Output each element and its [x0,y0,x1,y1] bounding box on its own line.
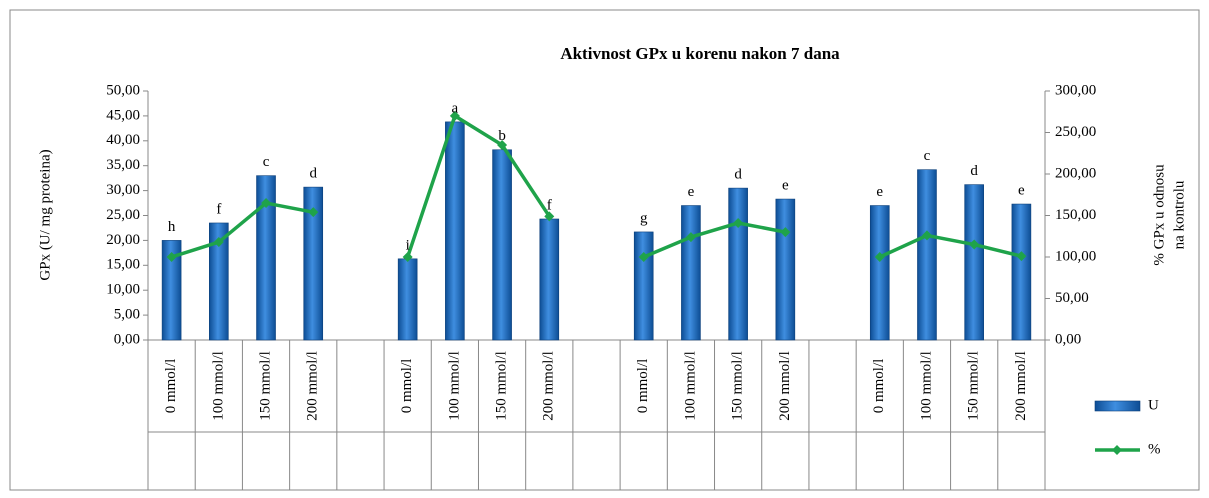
marker [685,232,696,243]
y-axis-title: GPx (U/ mg proteina) [37,149,53,280]
bar [917,169,937,341]
y-tick-label: 5,00 [114,307,140,323]
line [171,114,1022,259]
y-tick-label: 0,00 [114,331,140,347]
bar [303,186,324,341]
y-tick-label: 10,00 [106,282,140,298]
x-tick-label: 200 mmol/l [305,351,321,421]
annotation: a [452,100,459,116]
y-tick-label: 15,00 [106,257,140,273]
y2-axis-title: % GPx u odnosu [1151,164,1167,266]
annotation: b [498,128,506,144]
y2-tick-label: 50,00 [1055,290,1089,306]
legend-label: % [1148,441,1161,457]
x-tick-label: 150 mmol/l [966,351,982,421]
annotation: f [216,201,221,217]
bar [492,149,512,341]
x-tick-label: 150 mmol/l [257,351,273,421]
annotation: c [263,154,270,170]
marker [733,217,744,228]
marker [638,252,649,262]
x-tick-label: 100 mmol/l [918,351,934,421]
annotation: e [688,184,695,200]
marker [780,227,791,238]
x-tick-label: 150 mmol/l [730,351,746,421]
marker [969,239,980,250]
legend-label: U [1148,397,1159,413]
chart-title: Aktivnost GPx u korenu nakon 7 dana [560,44,840,63]
bar [1011,203,1032,341]
y-tick-label: 20,00 [106,232,140,248]
x-tick-label: 0 mmol/l [163,359,179,414]
annotation: c [924,148,931,164]
y-tick-label: 30,00 [106,182,140,198]
annotation: d [970,163,978,179]
y-tick-label: 25,00 [106,207,140,223]
bar [397,258,418,341]
marker [1016,251,1027,262]
y2-tick-label: 300,00 [1055,82,1096,98]
y2-axis-title: na kontrolu [1171,180,1187,249]
y2-tick-label: 250,00 [1055,124,1096,140]
y-tick-label: 50,00 [106,82,140,98]
x-tick-label: 100 mmol/l [446,351,462,421]
annotation: g [640,210,648,226]
x-tick-label: 200 mmol/l [541,351,557,421]
marker [213,237,224,248]
annotation: h [168,219,176,235]
y2-tick-label: 200,00 [1055,165,1096,181]
bar [681,205,701,341]
x-tick-label: 100 mmol/l [210,351,226,421]
y2-tick-label: 100,00 [1055,248,1096,264]
bar [775,198,796,341]
annotation: f [547,197,552,213]
bar [256,175,276,341]
marker [544,211,555,222]
bar [964,184,984,341]
y2-tick-label: 150,00 [1055,207,1096,223]
annotation: d [309,166,317,182]
marker [261,198,272,209]
bar [633,231,654,341]
bar [728,187,748,341]
x-tick-label: 200 mmol/l [777,351,793,421]
y-tick-label: 35,00 [106,157,140,173]
marker [921,230,932,241]
marker [497,139,508,150]
marker [402,252,413,262]
x-tick-label: 0 mmol/l [399,359,415,414]
bar [539,218,560,341]
x-tick-label: 0 mmol/l [871,359,887,414]
marker [449,110,460,121]
annotation: e [782,178,789,194]
annotation: d [734,167,742,183]
bar [161,240,182,341]
marker [874,252,885,262]
legend-swatch [1094,400,1141,412]
marker [308,207,319,218]
y2-tick-label: 0,00 [1055,331,1081,347]
bar [445,121,465,341]
x-tick-label: 150 mmol/l [494,351,510,421]
x-tick-label: 200 mmol/l [1013,351,1029,421]
annotation: e [1018,182,1025,198]
x-tick-label: 0 mmol/l [635,359,651,414]
annotation: i [406,237,410,253]
y-tick-label: 45,00 [106,107,140,123]
legend-swatch [1112,445,1122,455]
bar [869,205,890,341]
y-tick-label: 40,00 [106,132,140,148]
marker [166,252,177,262]
x-tick-label: 100 mmol/l [682,351,698,421]
annotation: e [876,184,883,200]
bar [209,222,229,341]
